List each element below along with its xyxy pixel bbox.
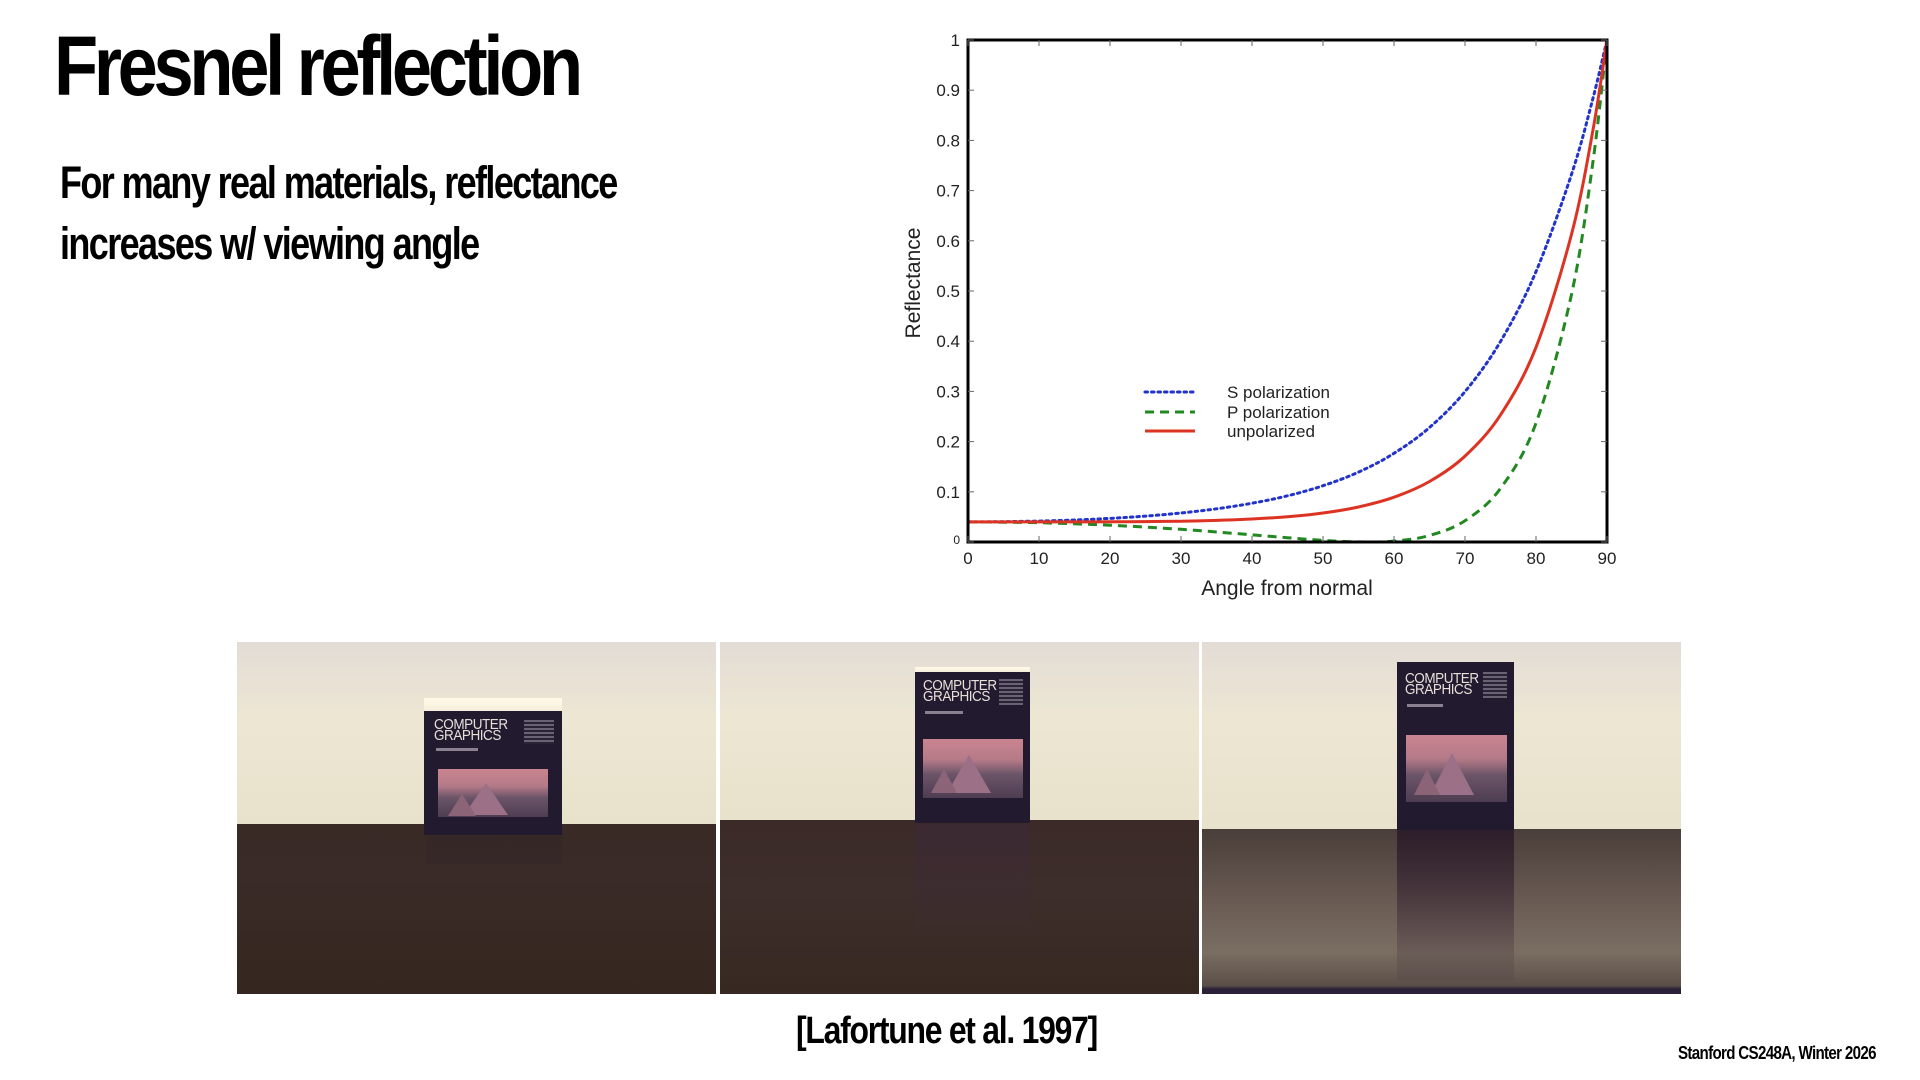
book-title-line-2: GRAPHICS <box>1405 681 1472 698</box>
book-cover-art <box>438 769 548 817</box>
y-tick-label: 0.5 <box>936 282 960 301</box>
book-pages <box>915 667 1030 672</box>
x-tick-label: 30 <box>1172 549 1191 568</box>
photo-grazing-view: COMPUTER GRAPHICS <box>1202 642 1681 994</box>
series-line-p-polarization <box>967 39 1609 544</box>
book-blurb <box>524 720 554 744</box>
legend-label: S polarization <box>1227 383 1330 402</box>
x-tick-label: 40 <box>1243 549 1262 568</box>
book-cover-art <box>1406 735 1507 802</box>
x-axis-label: Angle from normal <box>1201 577 1373 600</box>
book-subtitle <box>436 748 478 751</box>
book-subtitle <box>925 711 963 714</box>
x-tick-label: 90 <box>1598 549 1617 568</box>
axis-ticks: 0 10 20 30 40 50 60 70 80 90 0 0.1 0.2 0.3 0.4 0.5 0.6 0.… <box>936 31 1616 568</box>
photo-moderate-view: COMPUTER GRAPHICS <box>720 642 1199 994</box>
book-reflection <box>1397 830 1514 980</box>
photo-normal-view: COMPUTER GRAPHICS <box>237 642 716 994</box>
book-pages <box>424 698 562 711</box>
book-blurb <box>1483 672 1507 698</box>
subtitle-line-1: For many real materials, reflectance <box>60 157 618 208</box>
y-axis-label: Reflectance <box>902 228 925 339</box>
x-tick-label: 10 <box>1030 549 1049 568</box>
photo-strip: COMPUTER GRAPHICS COMPUTER GRAPHICS <box>237 642 1681 994</box>
legend-label: P polarization <box>1227 403 1330 422</box>
y-tick-label: 0.8 <box>936 131 960 150</box>
y-tick-label: 0 <box>953 533 960 547</box>
book-cover-art <box>923 739 1023 798</box>
y-tick-label: 0.4 <box>936 332 960 351</box>
book-blurb <box>999 679 1023 705</box>
book-subtitle <box>1407 704 1443 707</box>
series-line-unpolarized <box>967 39 1609 524</box>
x-tick-label: 60 <box>1385 549 1404 568</box>
x-tick-label: 70 <box>1456 549 1475 568</box>
x-tick-label: 80 <box>1527 549 1546 568</box>
book-title-line-2: GRAPHICS <box>923 688 990 705</box>
fresnel-reflectance-chart: 0 10 20 30 40 50 60 70 80 90 0 0.1 0.2 0.3 0.4 0.5 0.6 0.… <box>880 20 1640 620</box>
x-tick-label: 0 <box>963 549 972 568</box>
book-title-line-1: COMPUTER <box>923 677 997 694</box>
chart-canvas: 0 10 20 30 40 50 60 70 80 90 0 0.1 0.2 0.3 0.4 0.5 0.6 0.… <box>902 31 1616 600</box>
wooden-table <box>237 824 716 994</box>
slide-subtitle: For many real materials, reflectance inc… <box>60 152 618 274</box>
book-title-line-2: GRAPHICS <box>434 727 501 744</box>
book-reflection <box>427 836 562 864</box>
plot-lines <box>966 38 1609 544</box>
book: COMPUTER GRAPHICS <box>915 667 1030 823</box>
book-title-line-1: COMPUTER <box>1405 670 1479 687</box>
y-tick-label: 0.7 <box>936 182 960 201</box>
y-tick-label: 0.6 <box>936 232 960 251</box>
x-tick-label: 50 <box>1314 549 1333 568</box>
y-tick-label: 0.3 <box>936 382 960 401</box>
book: COMPUTER GRAPHICS <box>1397 662 1514 830</box>
course-footer: Stanford CS248A, Winter 2026 <box>1678 1043 1877 1063</box>
legend-label: unpolarized <box>1227 422 1315 441</box>
book: COMPUTER GRAPHICS <box>424 698 562 835</box>
book-reflection <box>915 824 1030 934</box>
plot-frame <box>966 38 1609 544</box>
slide-title: Fresnel reflection <box>54 19 583 113</box>
art-cone-small <box>931 769 957 793</box>
citation-caption: [Lafortune et al. 1997] <box>796 1010 1098 1052</box>
book-title-line-1: COMPUTER <box>434 716 508 733</box>
series-line-s-polarization <box>966 38 1609 524</box>
subtitle-line-2: increases w/ viewing angle <box>60 218 480 269</box>
art-cone-small <box>1414 769 1440 795</box>
y-tick-label: 0.1 <box>936 483 960 502</box>
y-tick-label: 1 <box>951 31 960 50</box>
y-tick-label: 0.2 <box>936 433 960 452</box>
art-cone-small <box>448 794 476 816</box>
y-tick-label: 0.9 <box>936 81 960 100</box>
x-tick-label: 20 <box>1101 549 1120 568</box>
